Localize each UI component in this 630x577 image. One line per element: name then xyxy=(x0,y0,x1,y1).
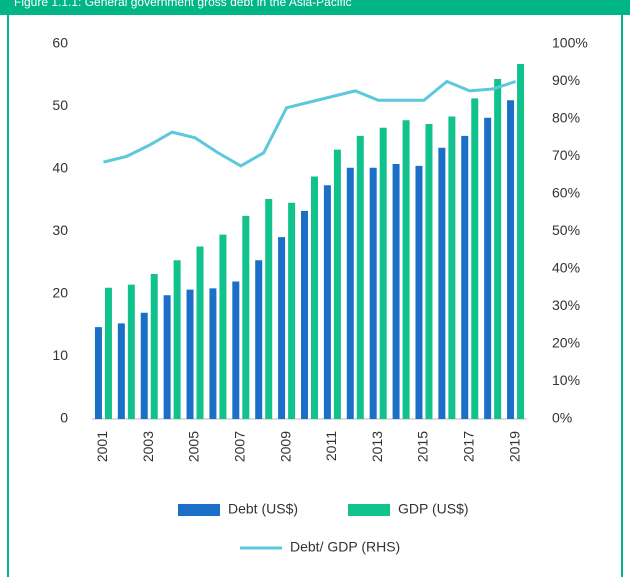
bar xyxy=(356,135,364,419)
legend-label: GDP (US$) xyxy=(398,501,469,517)
bar xyxy=(415,165,423,419)
legend-swatch xyxy=(178,504,220,516)
y-tick-label: 40 xyxy=(52,160,68,176)
y-tick-label: 0 xyxy=(60,410,68,426)
bar xyxy=(127,284,135,419)
y-tick-label: 10 xyxy=(52,347,68,363)
x-tick-label: 2005 xyxy=(186,431,202,462)
y-tick-label: 50 xyxy=(52,97,68,113)
bar xyxy=(438,147,446,419)
x-tick-label: 2019 xyxy=(506,431,522,462)
y2-tick-label: 80% xyxy=(552,110,580,126)
bar xyxy=(163,295,171,419)
bar xyxy=(117,323,125,419)
header-bar xyxy=(0,0,630,15)
legend-label: Debt (US$) xyxy=(228,501,298,517)
bar xyxy=(392,164,400,419)
bar xyxy=(311,176,318,419)
bar xyxy=(301,210,308,419)
x-tick-label: 2017 xyxy=(460,431,476,462)
bar xyxy=(104,287,112,419)
bar xyxy=(471,98,479,419)
y2-tick-label: 20% xyxy=(552,335,580,351)
y2-tick-label: 40% xyxy=(552,260,580,276)
bar xyxy=(517,64,525,419)
frame-left xyxy=(7,0,9,577)
frame-right xyxy=(621,0,623,577)
bar xyxy=(346,167,354,419)
x-tick-label: 2009 xyxy=(277,431,293,462)
legend-label: Debt/ GDP (RHS) xyxy=(290,539,400,555)
bar xyxy=(196,246,204,419)
x-tick-label: 2011 xyxy=(323,431,339,461)
x-tick-label: 2015 xyxy=(415,431,431,462)
y2-tick-label: 70% xyxy=(552,147,580,163)
x-tick-label: 2007 xyxy=(232,431,248,462)
bar xyxy=(242,215,250,419)
x-tick-label: 2013 xyxy=(369,431,385,462)
y2-tick-label: 10% xyxy=(552,372,580,388)
y2-tick-label: 50% xyxy=(552,222,580,238)
bar xyxy=(425,124,433,419)
bar xyxy=(209,288,217,419)
y-tick-label: 60 xyxy=(52,35,68,51)
bar xyxy=(494,79,502,419)
y2-tick-label: 90% xyxy=(552,72,580,88)
bar xyxy=(507,100,515,419)
legend-swatch xyxy=(348,504,390,516)
bar xyxy=(150,274,158,419)
bar xyxy=(461,135,469,419)
bar xyxy=(94,327,102,419)
bar xyxy=(333,149,341,419)
bar xyxy=(219,234,227,419)
bar xyxy=(255,260,263,419)
bar xyxy=(288,202,296,419)
y-tick-label: 30 xyxy=(52,222,68,238)
x-tick-label: 2001 xyxy=(94,431,110,462)
chart-title: Figure 1.1.1: General government gross d… xyxy=(14,0,352,9)
bar xyxy=(278,237,286,419)
ratio-line xyxy=(103,79,517,168)
bar xyxy=(323,185,331,419)
bar xyxy=(186,289,194,419)
bar xyxy=(402,120,410,419)
bar xyxy=(173,260,181,419)
y2-tick-label: 0% xyxy=(552,410,572,426)
y2-tick-label: 100% xyxy=(552,35,588,51)
bar xyxy=(369,167,377,419)
bar xyxy=(232,281,240,419)
y2-tick-label: 30% xyxy=(552,297,580,313)
bar xyxy=(448,116,456,419)
bar xyxy=(379,127,387,419)
bar xyxy=(265,199,273,419)
y2-tick-label: 60% xyxy=(552,185,580,201)
bar xyxy=(484,117,492,419)
bar xyxy=(140,312,148,419)
y-tick-label: 20 xyxy=(52,285,68,301)
x-tick-label: 2003 xyxy=(140,431,156,462)
